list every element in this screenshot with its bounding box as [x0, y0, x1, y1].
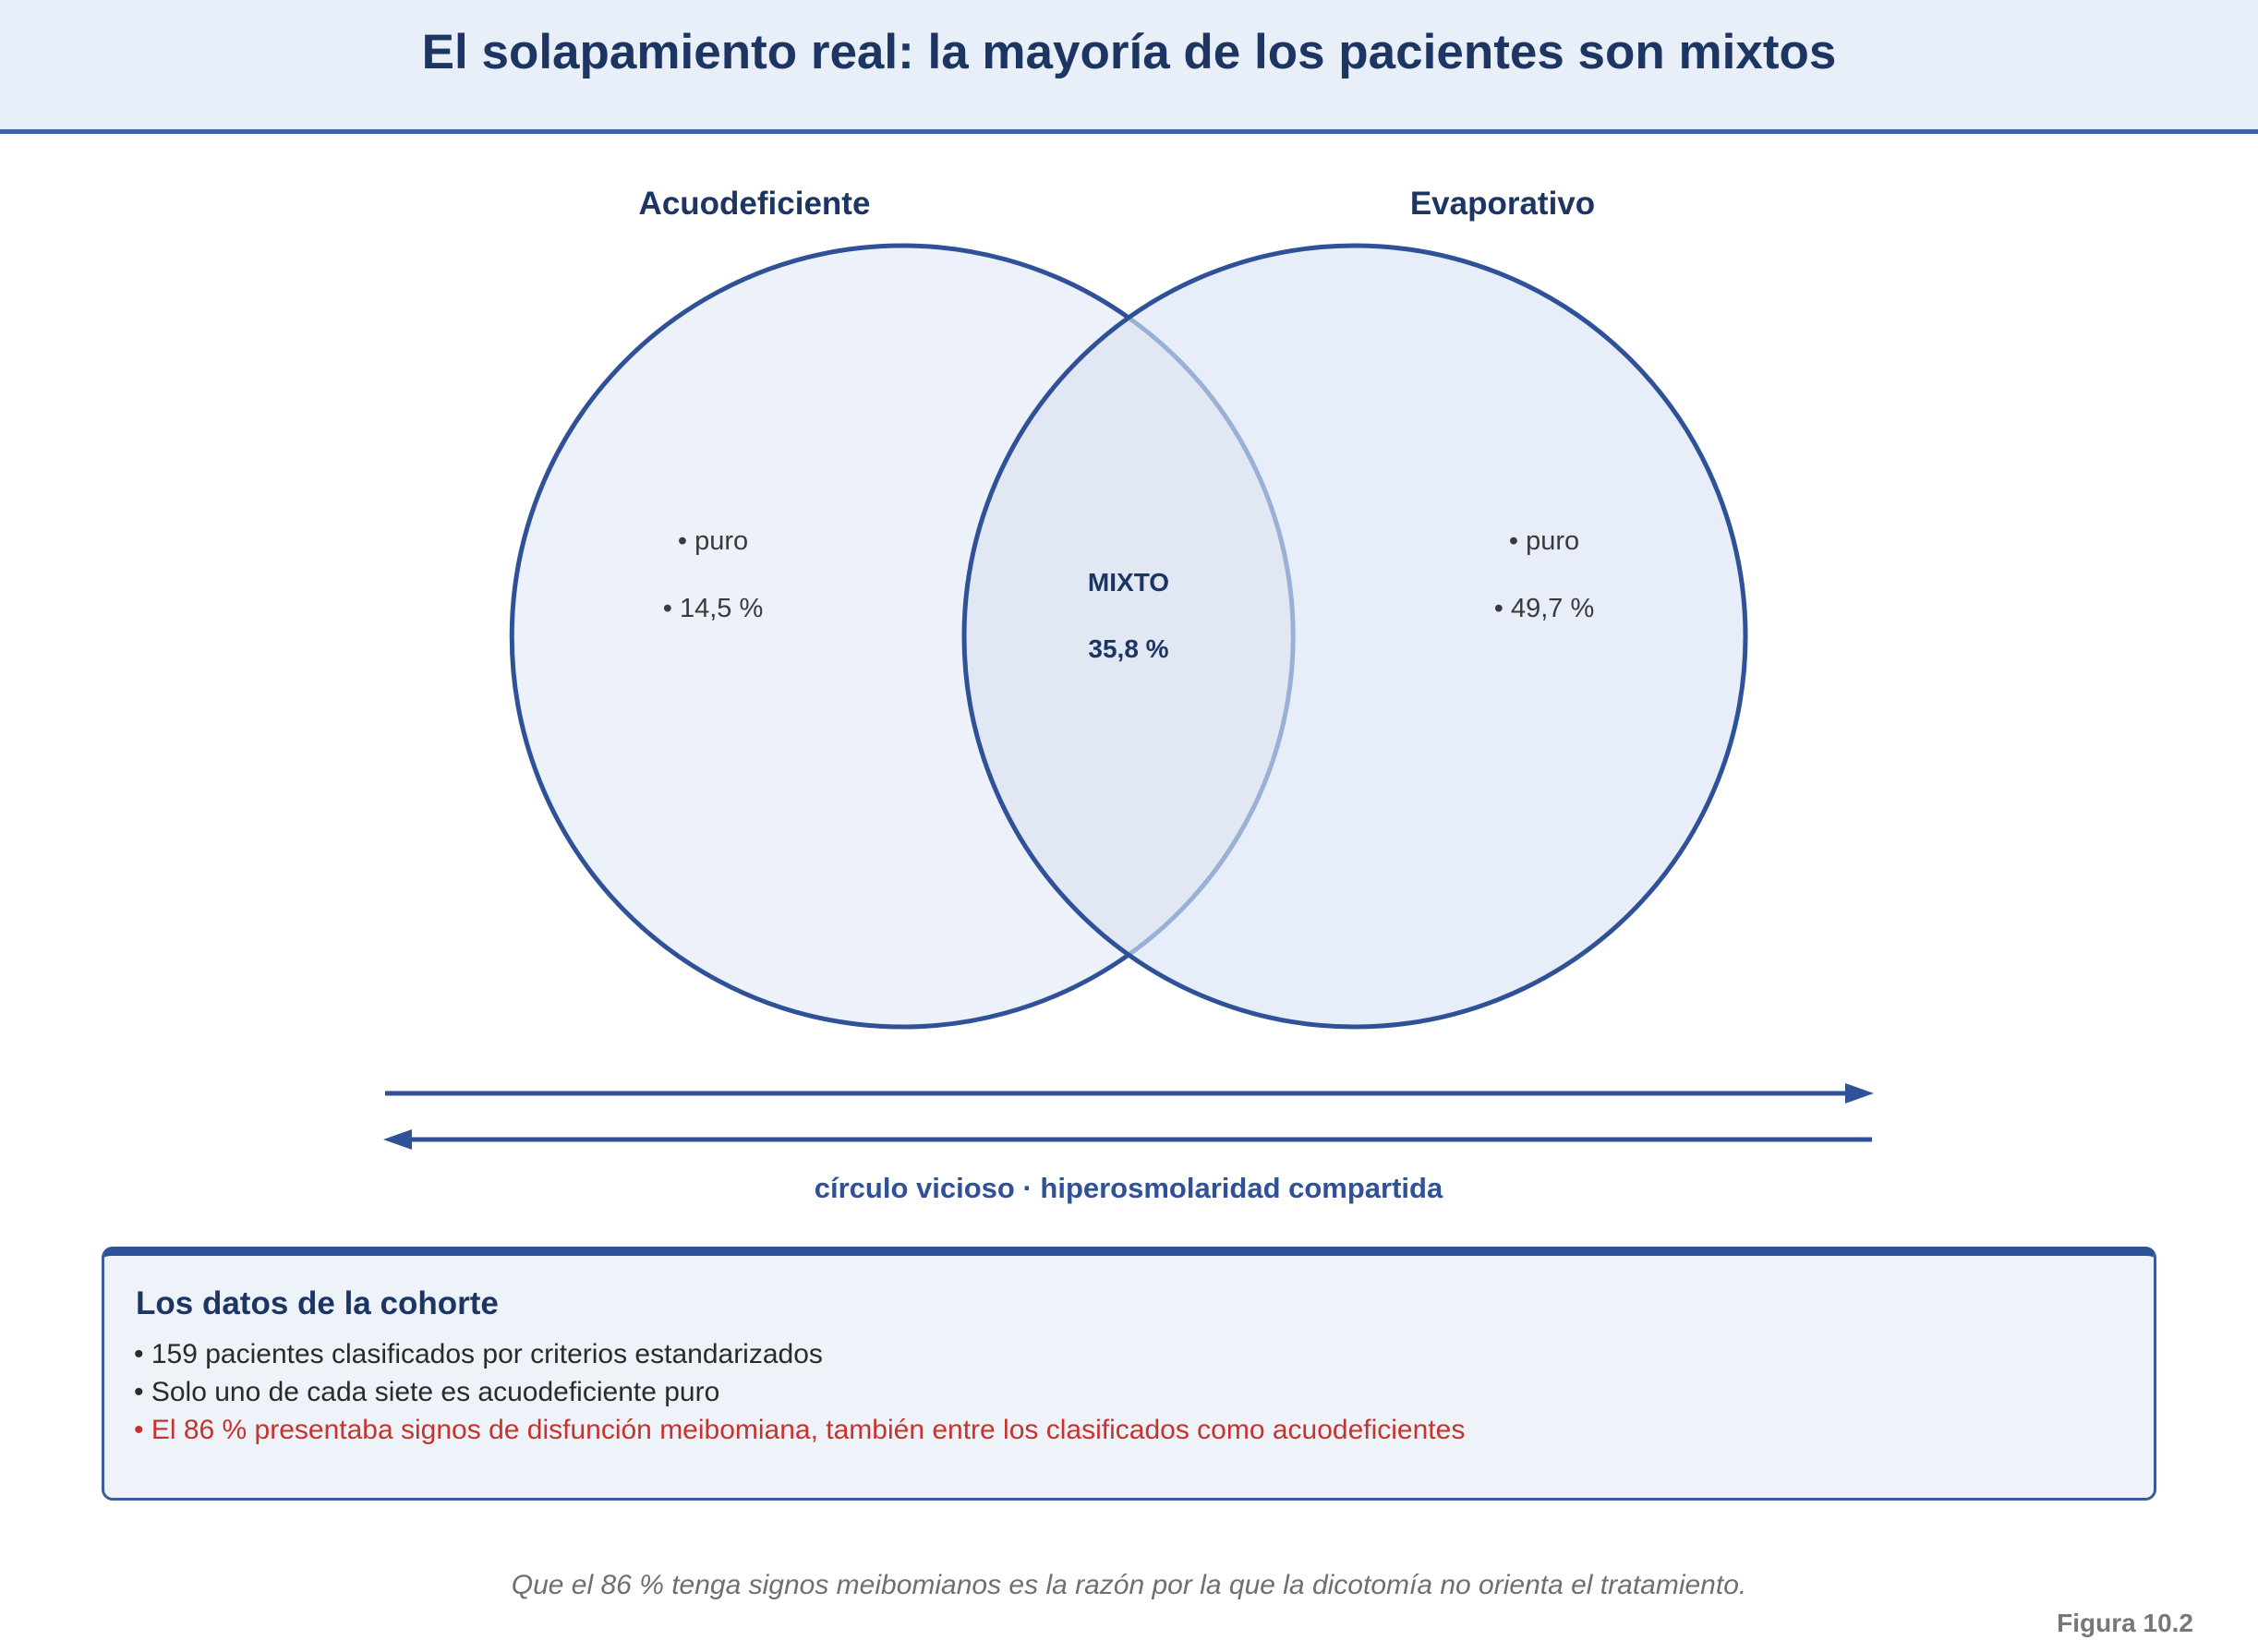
cohort-item: • 159 pacientes clasificados por criteri… [134, 1339, 823, 1369]
cohort-item-highlight: • El 86 % presentaba signos de disfunció… [134, 1415, 1466, 1445]
cycle-label: círculo vicioso · hiperosmolaridad compa… [815, 1172, 1443, 1204]
acuodeficiente-puro-label: • puro [678, 526, 748, 556]
evaporativo-outline [961, 243, 1748, 1030]
acuodeficiente-outline [509, 243, 1130, 1030]
overlap-region [964, 246, 1293, 1027]
evaporativo-title: Evaporativo [1410, 186, 1595, 222]
cohort-title: Los datos de la cohorte [136, 1285, 499, 1321]
mixto-value: 35,8 % [1088, 634, 1168, 663]
figure-caption: Que el 86 % tenga signos meibomianos es … [511, 1570, 1747, 1600]
title-bar: El solapamiento real: la mayoría de los … [0, 0, 2258, 134]
overlap-outline [1127, 315, 1296, 958]
mixto-label: MIXTO [1088, 568, 1169, 597]
cohort-panel: Los datos de la cohorte • 159 pacientes … [102, 1247, 2156, 1501]
cohort-list: • 159 pacientes clasificados por criteri… [134, 1335, 1465, 1449]
arrow-left [383, 1129, 1872, 1150]
cohort-item: • Solo uno de cada siete es acuodeficien… [134, 1377, 720, 1407]
acuodeficiente-value: • 14,5 % [663, 594, 764, 623]
figure-label: Figura 10.2 [2057, 1609, 2193, 1637]
acuodeficiente-title: Acuodeficiente [639, 186, 871, 222]
evaporativo-value: • 49,7 % [1494, 594, 1595, 623]
evaporativo-puro-label: • puro [1509, 526, 1579, 556]
arrow-right [385, 1083, 1874, 1103]
page-title: El solapamiento real: la mayoría de los … [421, 25, 1837, 79]
venn-diagram: Acuodeficiente Evaporativo • puro • 14,5… [383, 186, 1874, 1204]
